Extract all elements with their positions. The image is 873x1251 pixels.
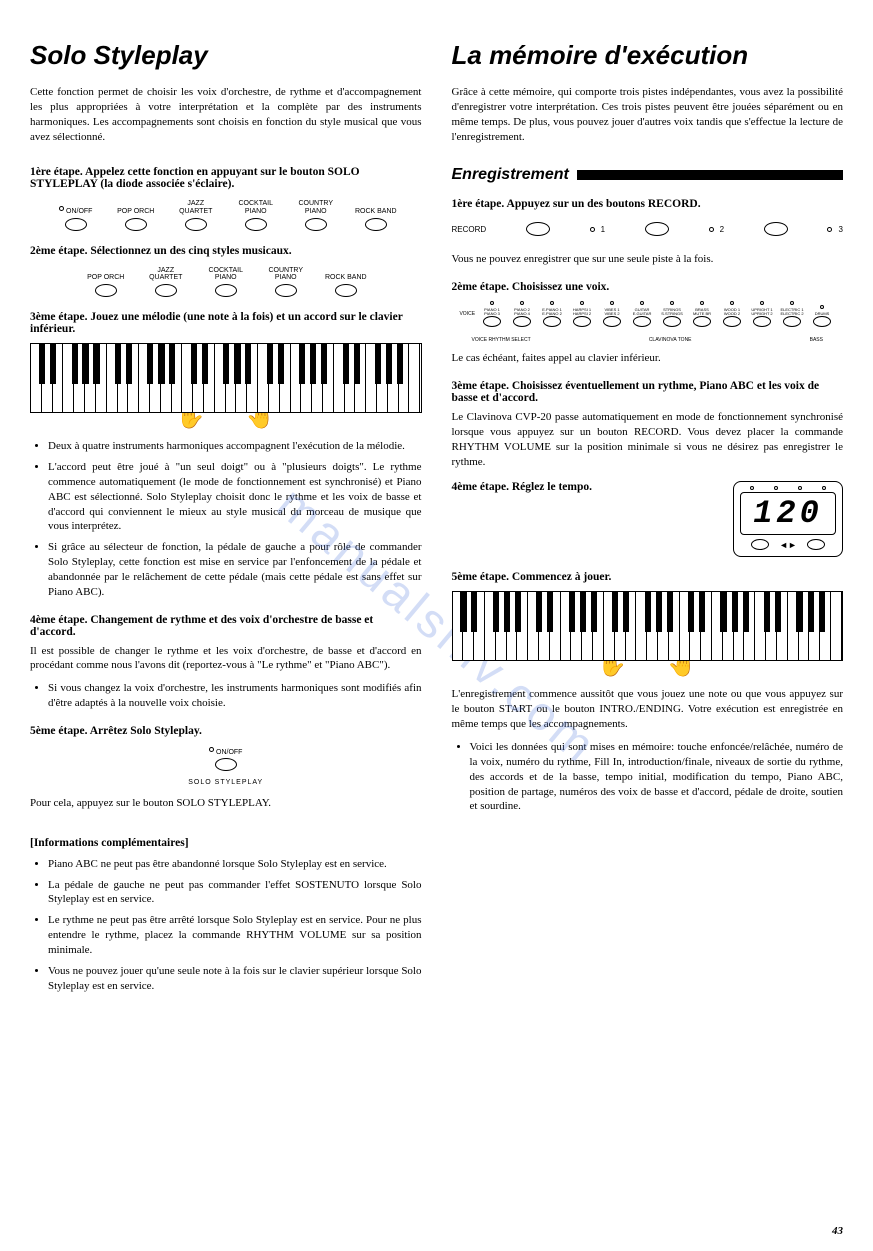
style-label: ROCK BAND [322, 274, 370, 282]
list-item: Deux à quatre instruments harmoniques ac… [48, 439, 422, 454]
tempo-down-button[interactable] [751, 539, 769, 550]
style-button[interactable] [95, 284, 117, 297]
left-step4-bullets: Si vous changez la voix d'orchestre, les… [30, 681, 422, 711]
solo-off-group: ON/OFF SOLO STYLEPLAY [30, 747, 422, 786]
right-step3-title: 3ème étape. Choisissez éventuellement un… [452, 380, 844, 404]
style-button[interactable] [365, 218, 387, 231]
right-column: La mémoire d'exécution Grâce à cette mém… [452, 40, 844, 1000]
list-item: Le rythme ne peut pas être arrêté lorsqu… [48, 913, 422, 958]
record-label: RECORD [452, 225, 487, 234]
keyboard-diagram-left: ✋ 🤚 [30, 343, 422, 429]
keyboard [30, 343, 422, 413]
info-bullets: Piano ABC ne peut pas être abandonné lor… [30, 857, 422, 994]
record-num: 3 [838, 225, 842, 234]
right-step4-title: 4ème étape. Réglez le tempo. [452, 481, 714, 493]
left-step4-body: Il est possible de changer le rythme et … [30, 644, 422, 674]
solo-onoff-label: ON/OFF [216, 749, 242, 756]
style-label: COUNTRY PIANO [292, 200, 340, 215]
tempo-up-button[interactable] [807, 539, 825, 550]
keyboard [452, 591, 844, 661]
record-num: 1 [601, 225, 605, 234]
right-intro: Grâce à cette mémoire, qui comporte troi… [452, 85, 844, 144]
list-item: L'accord peut être joué à "un seul doigt… [48, 460, 422, 534]
left-step5-title: 5ème étape. Arrêtez Solo Styleplay. [30, 725, 422, 737]
onoff-label: ON/OFF [66, 208, 92, 215]
style-label: COUNTRY PIANO [262, 267, 310, 282]
voice-sublabel: BASS [810, 337, 823, 343]
right-step2-body: Le cas échéant, faites appel au clavier … [452, 351, 844, 366]
list-item: Si vous changez la voix d'orchestre, les… [48, 681, 422, 711]
record-button-3[interactable] [764, 222, 788, 236]
left-intro: Cette fonction permet de choisir les voi… [30, 85, 422, 144]
right-step1-body: Vous ne pouvez enregistrer que sur une s… [452, 252, 844, 267]
styleplay-buttons-row-2: POP ORCH JAZZ QUARTET COCKTAIL PIANO COU… [30, 267, 422, 297]
voice-sublabel: CLAVINOVA TONE [649, 337, 692, 343]
right-arrow-icon: ► [788, 540, 797, 550]
record-button-1[interactable] [526, 222, 550, 236]
record-led [590, 227, 595, 232]
right-step5-title: 5ème étape. Commencez à jouer. [452, 571, 844, 583]
info-header: [Informations complémentaires] [30, 837, 422, 849]
list-item: Piano ABC ne peut pas être abandonné lor… [48, 857, 422, 872]
style-button[interactable] [245, 218, 267, 231]
style-label: POP ORCH [112, 208, 160, 216]
section-label: Enregistrement [452, 166, 569, 184]
section-header: Enregistrement [452, 166, 844, 184]
list-item: Vous ne pouvez jouer qu'une seule note à… [48, 964, 422, 994]
left-title: Solo Styleplay [30, 40, 422, 71]
style-button[interactable] [125, 218, 147, 231]
right-step3-body: Le Clavinova CVP-20 passe automatiquemen… [452, 410, 844, 469]
style-label: COCKTAIL PIANO [232, 200, 280, 215]
right-step5-body: L'enregistrement commence aussitôt que v… [452, 687, 844, 732]
right-title: La mémoire d'exécution [452, 40, 844, 71]
left-step3-title: 3ème étape. Jouez une mélodie (une note … [30, 311, 422, 335]
style-button[interactable] [275, 284, 297, 297]
left-column: Solo Styleplay Cette fonction permet de … [30, 40, 422, 1000]
left-arrow-icon: ◄ [779, 540, 788, 550]
solo-caption: SOLO STYLEPLAY [30, 779, 422, 786]
page-columns: Solo Styleplay Cette fonction permet de … [30, 40, 843, 1000]
style-label: COCKTAIL PIANO [202, 267, 250, 282]
solo-onoff-button[interactable] [215, 758, 237, 771]
left-step1-title: 1ère étape. Appelez cette fonction en ap… [30, 166, 422, 190]
left-step2-title: 2ème étape. Sélectionnez un des cinq sty… [30, 245, 422, 257]
style-label: POP ORCH [82, 274, 130, 282]
style-button[interactable] [215, 284, 237, 297]
styleplay-buttons-row-1: ON/OFF POP ORCH JAZZ QUARTET COCKTAIL PI… [30, 200, 422, 230]
voice-buttons-row: VOICEPIANO 1PIANO 3PIANO 2PIANO 4E.PIANO… [452, 301, 844, 327]
onoff-button-group: ON/OFF [52, 206, 100, 231]
left-step5-body: Pour cela, appuyez sur le bouton SOLO ST… [30, 796, 422, 811]
right-step2-title: 2ème étape. Choisissez une voix. [452, 281, 844, 293]
tempo-value: 120 [740, 492, 836, 535]
left-step4-title: 4ème étape. Changement de rythme et des … [30, 614, 422, 638]
style-label: JAZZ QUARTET [142, 267, 190, 282]
onoff-led [209, 747, 214, 752]
list-item: Voici les données qui sont mises en mémo… [470, 740, 844, 814]
tempo-display: 120 ◄ ► [733, 481, 843, 557]
record-button-2[interactable] [645, 222, 669, 236]
record-led [709, 227, 714, 232]
right-step1-title: 1ère étape. Appuyez sur un des boutons R… [452, 198, 844, 210]
voice-sublabel: VOICE RHYTHM SELECT [472, 337, 531, 343]
left-step3-bullets: Deux à quatre instruments harmoniques ac… [30, 439, 422, 599]
style-label: ROCK BAND [352, 208, 400, 216]
style-button[interactable] [155, 284, 177, 297]
list-item: La pédale de gauche ne peut pas commande… [48, 878, 422, 908]
style-button[interactable] [305, 218, 327, 231]
record-num: 2 [720, 225, 724, 234]
section-bar [577, 170, 843, 180]
page-number: 43 [832, 1225, 843, 1237]
record-led [827, 227, 832, 232]
onoff-button[interactable] [65, 218, 87, 231]
list-item: Si grâce au sélecteur de fonction, la pé… [48, 540, 422, 599]
style-label: JAZZ QUARTET [172, 200, 220, 215]
right-step5-bullets: Voici les données qui sont mises en mémo… [452, 740, 844, 814]
keyboard-diagram-right: ✋ 🤚 [452, 591, 844, 677]
record-buttons: RECORD 1 2 3 [452, 222, 844, 236]
onoff-led [59, 206, 64, 211]
style-button[interactable] [185, 218, 207, 231]
style-button[interactable] [335, 284, 357, 297]
